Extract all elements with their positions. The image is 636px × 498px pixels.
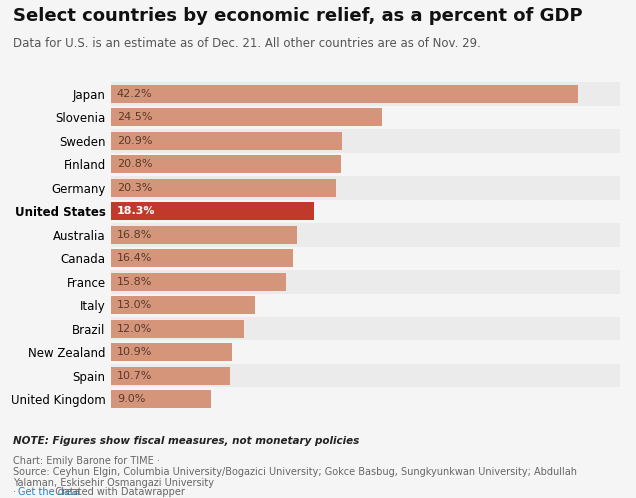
Text: · Created with Datawrapper: · Created with Datawrapper: [46, 487, 184, 497]
Bar: [111, 367, 230, 384]
Text: 42.2%: 42.2%: [117, 89, 153, 99]
Bar: [111, 270, 620, 293]
Text: 18.3%: 18.3%: [117, 206, 155, 216]
Text: NOTE: Figures show fiscal measures, not monetary policies: NOTE: Figures show fiscal measures, not …: [13, 436, 359, 446]
Bar: [111, 226, 297, 244]
Text: 16.4%: 16.4%: [117, 253, 152, 263]
Bar: [111, 390, 211, 408]
Text: 15.8%: 15.8%: [117, 277, 152, 287]
Bar: [111, 296, 255, 314]
Bar: [111, 203, 314, 220]
Bar: [111, 249, 293, 267]
Text: Select countries by economic relief, as a percent of GDP: Select countries by economic relief, as …: [13, 7, 583, 25]
Bar: [111, 152, 620, 176]
Text: 20.8%: 20.8%: [117, 159, 153, 169]
Bar: [111, 82, 620, 106]
Bar: [111, 200, 620, 223]
Bar: [111, 106, 620, 129]
Bar: [111, 155, 342, 173]
Bar: [111, 293, 620, 317]
Text: 13.0%: 13.0%: [117, 300, 152, 310]
Bar: [111, 341, 620, 364]
Text: Source: Ceyhun Elgin, Columbia University/Bogazici University; Gokce Basbug, Sun: Source: Ceyhun Elgin, Columbia Universit…: [13, 467, 577, 488]
Text: 20.3%: 20.3%: [117, 183, 152, 193]
Text: 12.0%: 12.0%: [117, 324, 152, 334]
Bar: [111, 344, 232, 361]
Text: Chart: Emily Barone for TIME ·: Chart: Emily Barone for TIME ·: [13, 456, 160, 466]
Bar: [111, 176, 620, 200]
Bar: [111, 132, 342, 149]
Bar: [111, 179, 336, 197]
Bar: [111, 364, 620, 387]
Text: Get the data: Get the data: [18, 487, 80, 497]
Text: 20.9%: 20.9%: [117, 136, 153, 146]
Bar: [111, 109, 382, 126]
Text: Data for U.S. is an estimate as of Dec. 21. All other countries are as of Nov. 2: Data for U.S. is an estimate as of Dec. …: [13, 37, 481, 50]
Bar: [111, 223, 620, 247]
Text: 24.5%: 24.5%: [117, 112, 153, 123]
Bar: [111, 320, 244, 338]
Bar: [111, 273, 286, 290]
Text: 10.7%: 10.7%: [117, 371, 152, 381]
Bar: [111, 317, 620, 341]
Bar: [111, 387, 620, 411]
Bar: [111, 247, 620, 270]
Text: 16.8%: 16.8%: [117, 230, 152, 240]
Text: 10.9%: 10.9%: [117, 347, 152, 357]
Bar: [111, 85, 578, 103]
Bar: [111, 129, 620, 152]
Text: ·: ·: [13, 487, 19, 497]
Text: 9.0%: 9.0%: [117, 394, 145, 404]
